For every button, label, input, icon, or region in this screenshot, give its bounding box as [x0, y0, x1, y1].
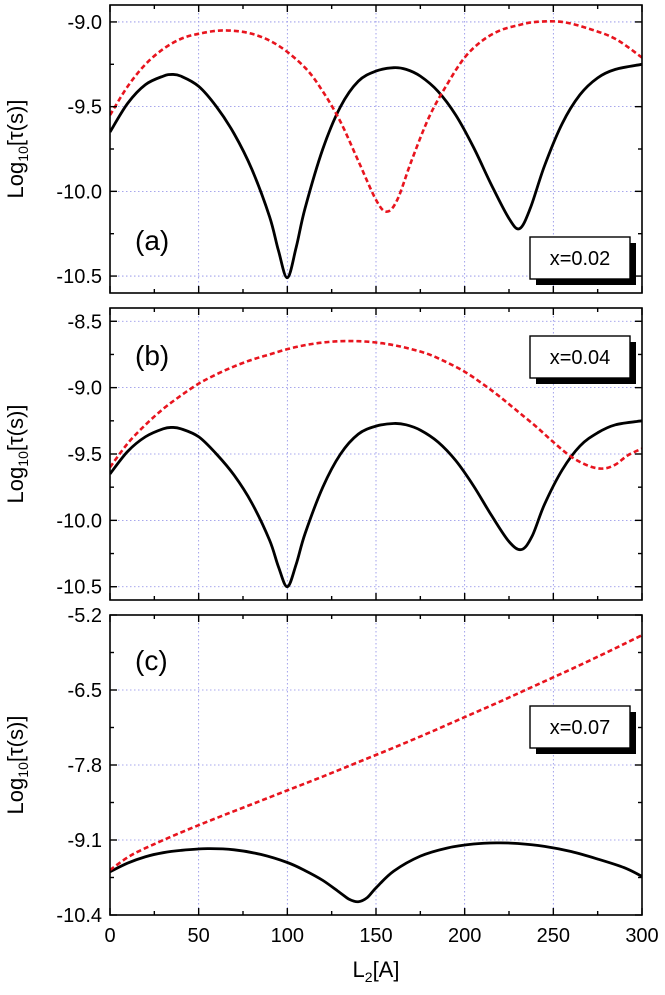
y-axis-title: Log10[τ(s)]: [3, 100, 31, 199]
y-tick-label: -10.0: [56, 510, 102, 532]
series-line-dashed-red: [110, 19, 642, 213]
series-line-solid-black: [110, 419, 642, 589]
legend-box-label: x=0.02: [550, 248, 611, 270]
panel-a: -9.0 -9.5 -10.0 -10.5 Log10[τ(s)] (a) x=0.02: [3, 4, 643, 294]
panel-label: (c): [135, 645, 168, 676]
y-tick-label: -7.8: [68, 755, 102, 777]
x-tick-label: 100: [271, 925, 304, 947]
y-tick-label: -8.5: [68, 311, 102, 333]
panel-label: (b): [135, 340, 169, 371]
x-tick-label: 200: [448, 925, 481, 947]
y-axis-title: Log10[τ(s)]: [3, 716, 31, 815]
series-line-solid-black: [110, 62, 642, 280]
legend-box-label: x=0.04: [550, 347, 611, 369]
panel-c: -5.2 -6.5 -7.8 -9.1 -10.40 50 100 150 200 250 300 L…: [3, 605, 659, 985]
y-tick-label: -6.5: [68, 680, 102, 702]
y-tick-label: -10.5: [56, 577, 102, 599]
panel-label: (a): [135, 225, 169, 256]
legend-box: [529, 335, 631, 379]
y-axis-title: Log10[τ(s)]: [3, 405, 31, 504]
series-line-dashed-red: [110, 634, 642, 872]
x-tick-label: 50: [188, 925, 210, 947]
legend-box-label: x=0.07: [550, 717, 611, 739]
y-tick-label: -10.0: [56, 181, 102, 203]
series-line-solid-black: [110, 841, 642, 904]
x-tick-label: 250: [537, 925, 570, 947]
y-tick-label: -9.5: [68, 444, 102, 466]
x-axis-title: L2[A]: [353, 957, 400, 985]
legend-box: [529, 705, 631, 749]
y-tick-label: -9.5: [68, 97, 102, 119]
y-tick-label: -9.1: [68, 830, 102, 852]
x-tick-label: 300: [625, 925, 658, 947]
y-tick-label: -10.4: [56, 905, 102, 927]
legend-box: [529, 236, 631, 280]
y-tick-label: -9.0: [68, 378, 102, 400]
panel-b: -8.5 -9.0 -9.5 -10.0 -10.5 Log10[τ(s)] (b) x=0.…: [3, 307, 643, 601]
series-line-dashed-red: [110, 339, 642, 470]
x-tick-label: 150: [359, 925, 392, 947]
y-tick-label: -5.2: [68, 605, 102, 627]
y-tick-label: -10.5: [56, 266, 102, 288]
y-tick-label: -9.0: [68, 12, 102, 34]
x-tick-label: 0: [104, 925, 115, 947]
